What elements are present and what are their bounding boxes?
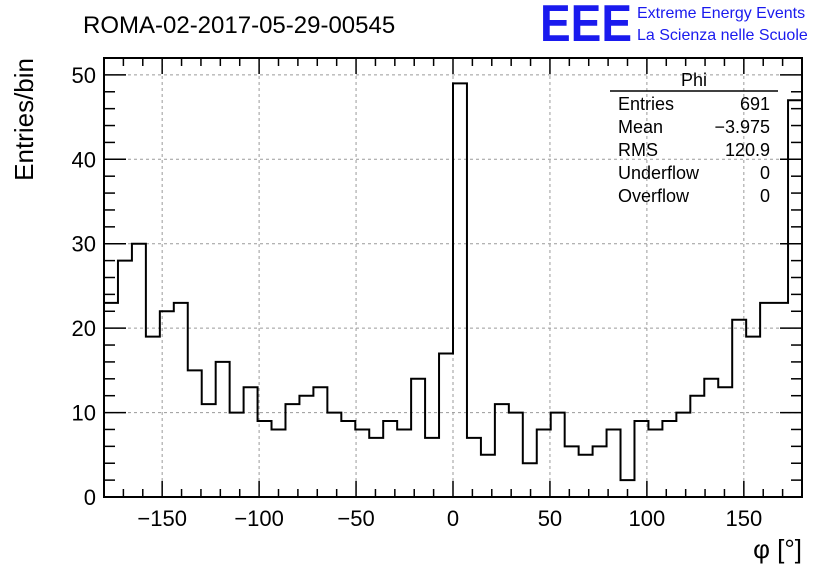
x-tick-label: 50 (538, 506, 562, 531)
histogram-bin (481, 455, 495, 497)
histogram-bin (523, 463, 537, 497)
histogram-bin (453, 83, 467, 497)
x-tick-label: 100 (629, 506, 666, 531)
histogram-bin (439, 353, 453, 497)
histogram-bin (299, 396, 313, 497)
histogram-bin (676, 413, 690, 497)
y-tick-label: 0 (84, 485, 96, 510)
histogram-bin (132, 244, 146, 497)
stats-label: Entries (618, 94, 674, 114)
stats-label: RMS (618, 140, 658, 160)
chart-title: ROMA-02-2017-05-29-00545 (83, 12, 395, 39)
y-tick-labels: 0 10 20 30 40 50 (72, 63, 96, 510)
histogram-outline (104, 82, 802, 482)
histogram-bin (690, 396, 704, 497)
stats-value: −3.975 (714, 117, 770, 137)
x-tick-label: 150 (725, 506, 762, 531)
histogram-bin (327, 413, 341, 497)
histogram-bin (174, 303, 188, 497)
histogram-bin (216, 362, 230, 497)
histogram-bin (188, 370, 202, 497)
x-tick-label: 0 (447, 506, 459, 531)
histogram-bin (118, 261, 132, 497)
histogram-bin (537, 429, 551, 497)
histogram-bin (244, 387, 258, 497)
x-tick-label: −150 (137, 506, 187, 531)
histogram-bin (774, 303, 788, 497)
histogram-bin (355, 429, 369, 497)
stats-rows: Entries 691 Mean −3.975 RMS 120.9 Underflow 0 Ov… (618, 94, 770, 206)
histogram-bin (607, 429, 621, 497)
y-tick-label: 10 (72, 401, 96, 426)
y-axis-label: Entries/bin (9, 58, 39, 181)
stats-value: 691 (740, 94, 770, 114)
branding-line-1: Extreme Energy Events (637, 5, 805, 22)
histogram-bin (718, 387, 732, 497)
histogram-bin (397, 429, 411, 497)
histogram-bin (704, 379, 718, 497)
histogram-bin (104, 303, 118, 497)
y-tick-label: 30 (72, 232, 96, 257)
branding-line-2: La Scienza nelle Scuole (637, 27, 808, 44)
x-tick-labels: −150 −100 −50 0 50 100 150 (137, 506, 762, 531)
histogram-bin (146, 337, 160, 497)
y-tick-label: 20 (72, 316, 96, 341)
branding: EEE Extreme Energy Events La Scienza nel… (540, 0, 808, 53)
histogram-bin (369, 438, 383, 497)
histogram-bin (467, 438, 481, 497)
stats-box: Phi Entries 691 Mean −3.975 RMS 120.9 Underflo… (610, 70, 778, 206)
stats-label: Underflow (618, 163, 700, 183)
axis-ticks (104, 57, 802, 497)
stats-value: 0 (760, 163, 770, 183)
x-axis-label: φ [°] (753, 534, 802, 564)
y-tick-label: 40 (72, 147, 96, 172)
x-tick-label: −100 (234, 506, 284, 531)
histogram-bin (495, 404, 509, 497)
stats-value: 0 (760, 186, 770, 206)
histogram-bin (230, 413, 244, 497)
histogram-bin (593, 446, 607, 497)
histogram-bin (746, 337, 760, 497)
histogram-bin (425, 438, 439, 497)
histogram-bin (272, 429, 286, 497)
x-tick-label: −50 (337, 506, 374, 531)
histogram-bin (551, 413, 565, 497)
histogram-bin (285, 404, 299, 497)
histogram (104, 82, 802, 497)
eee-logo: EEE (540, 0, 632, 53)
histogram-bin (648, 429, 662, 497)
histogram-bin (565, 446, 579, 497)
histogram-bin (732, 320, 746, 497)
histogram-bin (662, 421, 676, 497)
stats-label: Mean (618, 117, 663, 137)
stats-value: 120.9 (725, 140, 770, 160)
histogram-bin (202, 404, 216, 497)
histogram-bin (383, 421, 397, 497)
histogram-bin (411, 379, 425, 497)
stats-title: Phi (681, 70, 707, 90)
y-tick-label: 50 (72, 63, 96, 88)
histogram-bin (509, 413, 523, 497)
histogram-bin (579, 455, 593, 497)
histogram-bin (160, 311, 174, 497)
stats-label: Overflow (618, 186, 690, 206)
histogram-bin (341, 421, 355, 497)
histogram-bin (313, 387, 327, 497)
histogram-bin (760, 303, 774, 497)
